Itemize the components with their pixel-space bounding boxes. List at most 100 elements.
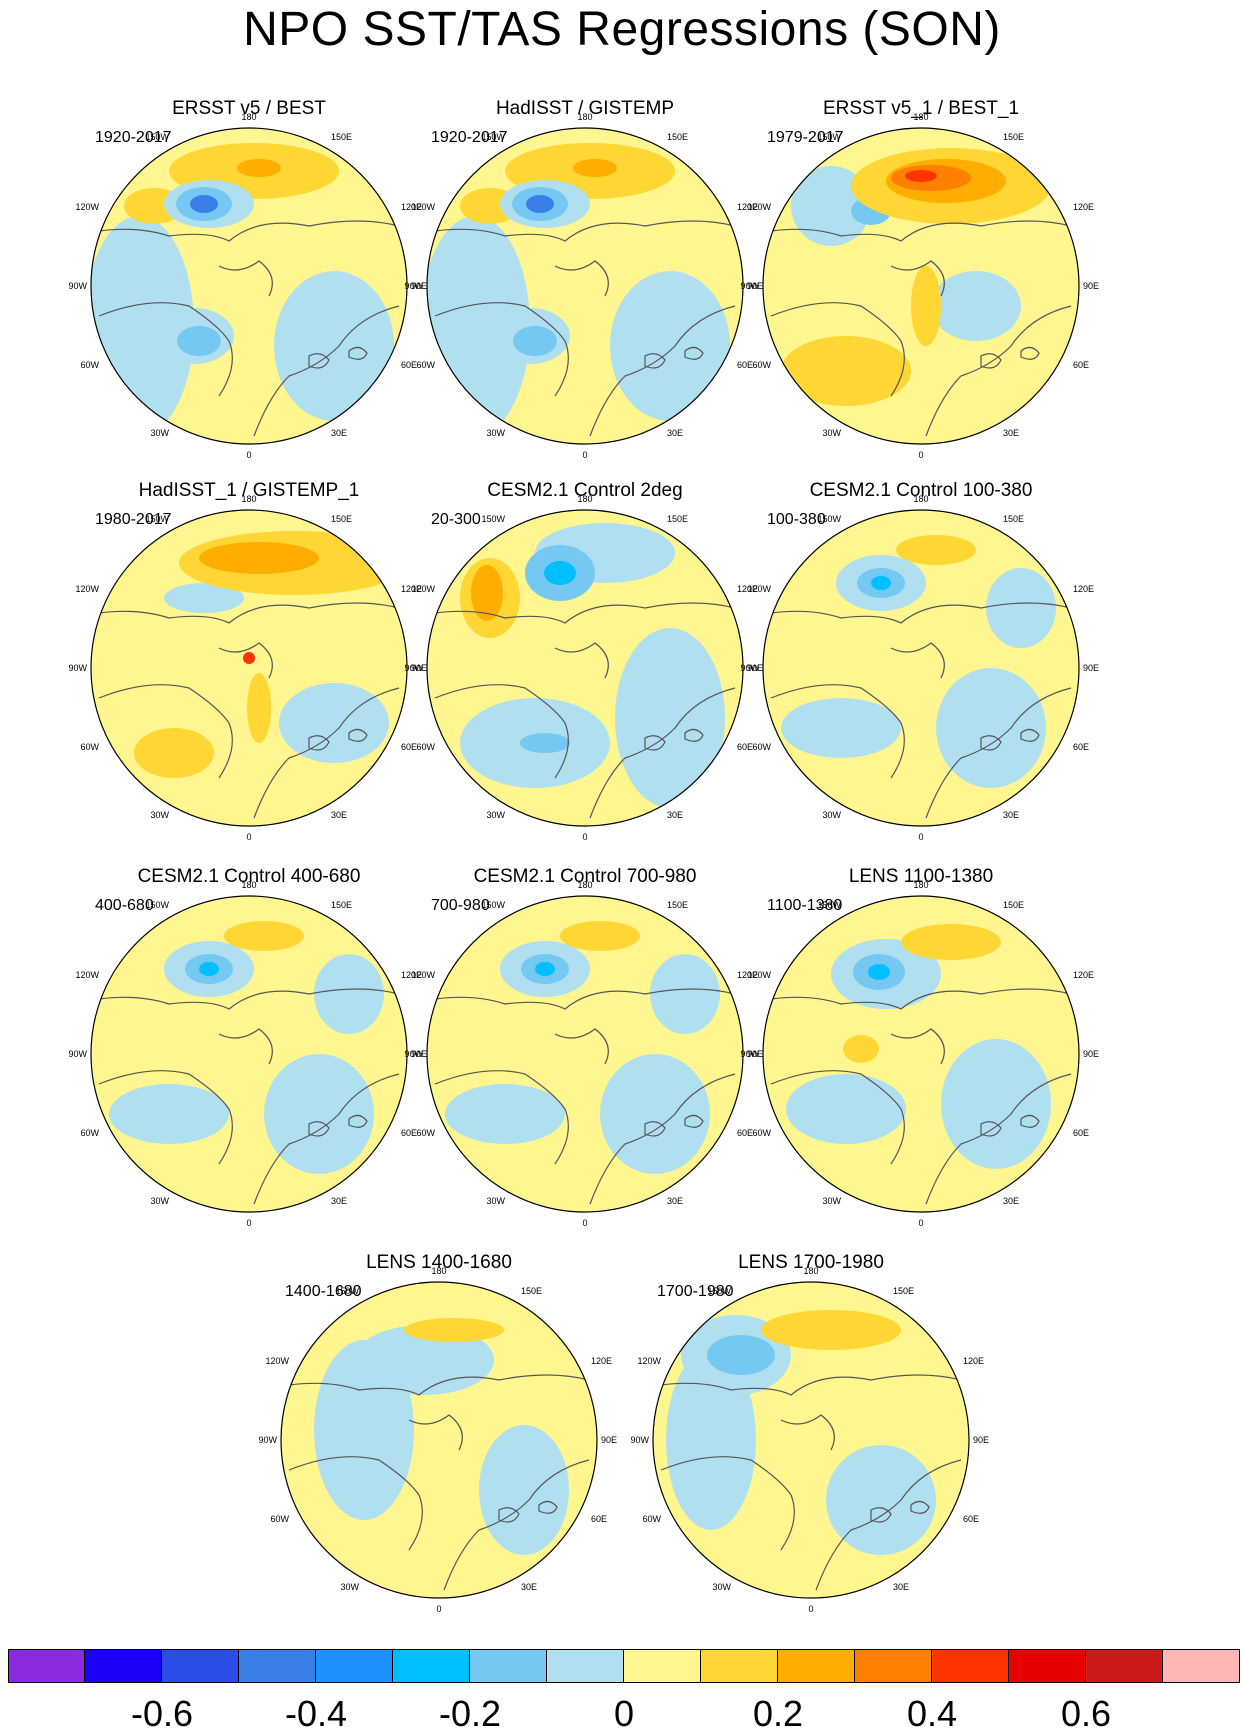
longitude-label: 90E [1083,663,1099,673]
map-panel-2: HadISST / GISTEMP 1920-2017 180 0 150W 150E… [404,98,763,460]
coastline [910,1500,930,1514]
longitude-label: 120E [401,202,422,212]
longitude-label: 120E [401,970,422,980]
longitude-label: 30E [521,1582,537,1592]
contour-fill [91,510,407,826]
longitude-label: 150E [521,1286,542,1296]
longitude-label: 30E [667,810,683,820]
negative-anomaly [109,1084,229,1144]
coastline [644,1121,666,1137]
longitude-label: 60W [80,360,99,370]
coastline [770,220,1072,242]
longitude-label: 150E [667,514,688,524]
map-panel-4: HadISST_1 / GISTEMP_1 1980-2017 180 0 150W… [68,480,427,842]
longitude-label: 60E [737,360,753,370]
longitude-label: 150E [1003,514,1024,524]
map-panel-3: ERSST v5_1 / BEST_1 1979-2017 180 0 150W 15… [740,98,1099,460]
coastline [218,1028,273,1065]
longitude-label: 0 [808,1604,813,1614]
longitude-label: 150E [1003,132,1024,142]
longitude-label: 150E [667,900,688,910]
longitude-label: 60W [416,1128,435,1138]
longitude-label: 150W [145,900,169,910]
map-panel-7: CESM2.1 Control 400-680 400-680 180 0 150W… [68,866,427,1228]
panel-title: CESM2.1 Control 400-680 [137,866,361,887]
negative-anomaly [615,628,725,808]
longitude-label: 0 [246,1218,251,1228]
longitude-label: 90E [1083,1049,1099,1059]
negative-anomaly [177,326,221,356]
longitude-label: 0 [246,832,251,842]
map-border [90,895,408,1213]
coastline [589,1073,736,1205]
longitude-label: 60W [642,1514,661,1524]
panel-title: LENS 1100-1380 [848,866,994,887]
longitude-label: 90W [740,1049,759,1059]
negative-anomaly [931,271,1021,341]
contour-fill [281,1282,597,1598]
coastline [925,687,1072,819]
map-border [426,127,744,445]
positive-anomaly [224,921,304,951]
longitude-label: 90W [630,1435,649,1445]
negative-anomaly [786,1074,906,1144]
panel-period: 700-980 [431,897,490,914]
longitude-label: 90E [411,1049,427,1059]
positive-anomaly [237,159,281,177]
longitude-label: 150W [145,132,169,142]
coastline [308,353,330,369]
coastline [589,687,736,819]
coastline [780,1414,835,1451]
longitude-label: 150E [667,132,688,142]
panel-title: HadISST / GISTEMP [495,98,675,119]
coastline [253,305,400,437]
coastline [308,1121,330,1137]
coastline [1020,1114,1040,1128]
longitude-label: 120W [637,1356,661,1366]
coastline [288,1374,590,1396]
longitude-label: 90W [68,1049,87,1059]
colorbar-tick: -0.4 [284,1693,348,1734]
longitude-label: 60E [963,1514,979,1524]
longitude-label: 150E [331,900,352,910]
longitude-label: 90E [411,663,427,673]
longitude-label: 120E [963,1356,984,1366]
positive-anomaly [243,652,255,664]
negative-anomaly [986,568,1056,648]
colorbar-swatch [8,1649,85,1683]
longitude-label: 30E [331,810,347,820]
longitude-label: 30E [667,428,683,438]
colorbar-swatch [316,1649,393,1683]
coastline [684,1114,704,1128]
coastline [434,602,736,624]
longitude-label: 150W [817,132,841,142]
longitude-label: 90W [740,281,759,291]
positive-anomaly [471,565,503,621]
coastline [554,260,609,297]
longitude-label: 60E [1073,360,1089,370]
longitude-label: 30E [893,1582,909,1592]
longitude-label: 90W [68,281,87,291]
negative-anomaly [264,1054,374,1174]
longitude-label: 60E [401,1128,417,1138]
colorbar-swatch [239,1649,316,1683]
positive-anomaly [247,673,271,743]
negative-anomaly [600,1054,710,1174]
map-border [762,895,1080,1213]
colorbar-swatch [1086,1649,1163,1683]
negative-anomaly [445,1084,565,1144]
colorbar-swatch [932,1649,1009,1683]
coastline [815,1459,962,1591]
longitude-label: 90E [1083,281,1099,291]
map-panel-5: CESM2.1 Control 2deg 20-300 180 0 150W 150E… [404,480,763,842]
longitude-label: 60W [270,1514,289,1524]
longitude-label: 30E [1003,428,1019,438]
longitude-label: 120E [1073,202,1094,212]
contour-fill [91,896,407,1212]
